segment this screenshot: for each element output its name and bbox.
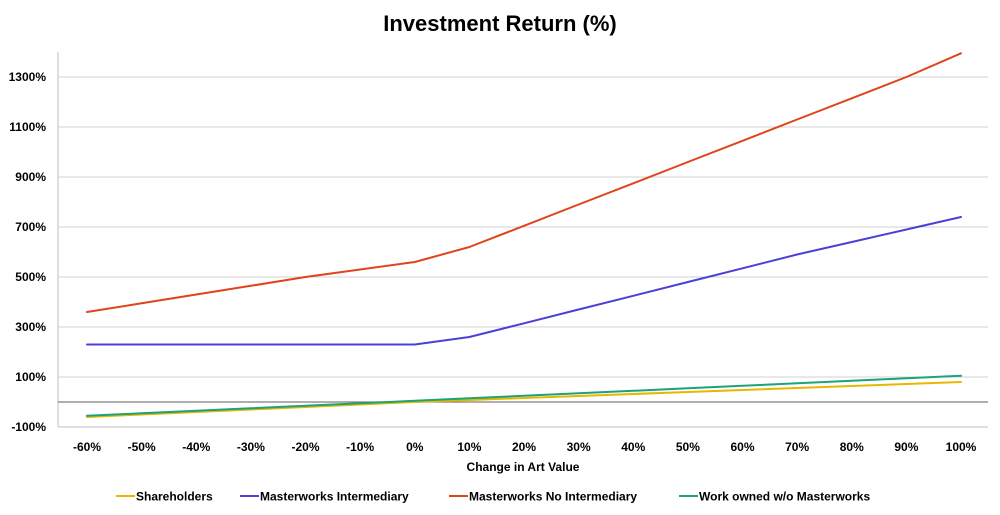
x-tick-label: -20% (291, 440, 319, 454)
x-tick-label: 0% (406, 440, 424, 454)
axes (57, 52, 988, 428)
x-tick-label: -50% (128, 440, 156, 454)
legend-label: Masterworks Intermediary (260, 490, 409, 504)
x-tick-label: 30% (567, 440, 591, 454)
x-tick-label: 100% (946, 440, 977, 454)
x-tick-label: 10% (457, 440, 481, 454)
legend: Shareholders Masterworks Intermediary Mast… (116, 490, 870, 504)
series-line-work-owned-w-o-masterworks (86, 374, 962, 417)
y-tick-label: -100% (11, 420, 46, 434)
x-tick-label: 20% (512, 440, 536, 454)
x-tick-label: -10% (346, 440, 374, 454)
y-tick-label: 1300% (9, 70, 47, 84)
x-tick-label: 90% (894, 440, 918, 454)
x-tick-label: 50% (676, 440, 700, 454)
series-line-masterworks-intermediary (86, 216, 962, 346)
y-tick-label: 100% (15, 370, 46, 384)
series-line-masterworks-no-intermediary (86, 52, 962, 313)
x-tick-label: 80% (840, 440, 864, 454)
gridlines (58, 76, 988, 378)
x-axis-label: Change in Art Value (467, 460, 580, 474)
y-tick-label: 300% (15, 320, 46, 334)
y-tick-label: 700% (15, 220, 46, 234)
x-tick-label: 70% (785, 440, 809, 454)
y-tick-label: 900% (15, 170, 46, 184)
series-lines (86, 52, 962, 418)
x-tick-label: 60% (730, 440, 754, 454)
legend-label: Masterworks No Intermediary (469, 490, 637, 504)
chart-title: Investment Return (%) (383, 11, 616, 36)
x-tick-label: -40% (182, 440, 210, 454)
y-tick-label: 1100% (9, 120, 46, 134)
series-line-shareholders (86, 381, 962, 418)
x-axis-tick-labels: -60% -50% -40% -30% -20% -10% 0% 10% 20% 30% 40% 50… (73, 440, 977, 454)
y-axis-tick-labels: -100% 100% 300% 500% 700% 900% 1100% 1300% (9, 70, 47, 434)
x-tick-label: -30% (237, 440, 265, 454)
legend-label: Shareholders (136, 490, 213, 504)
x-tick-label: 40% (621, 440, 645, 454)
legend-label: Work owned w/o Masterworks (699, 490, 870, 504)
y-tick-label: 500% (15, 270, 46, 284)
x-tick-label: -60% (73, 440, 101, 454)
